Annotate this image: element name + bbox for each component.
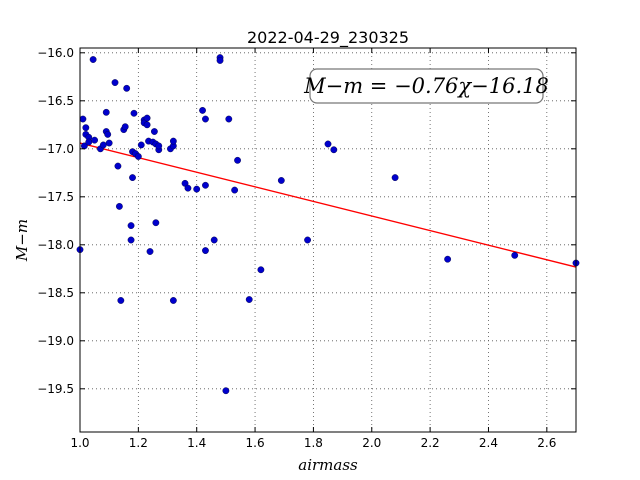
plot-frame [79, 47, 577, 433]
x-tick-label: 2.4 [479, 436, 498, 450]
data-point [137, 141, 145, 149]
data-point [143, 121, 151, 129]
data-point [391, 174, 399, 182]
data-point [105, 139, 113, 147]
data-point [127, 222, 135, 230]
y-tick-label: −19.0 [37, 334, 74, 348]
data-point [245, 296, 253, 303]
y-axis-label: M−m [13, 219, 31, 262]
data-point [114, 162, 122, 170]
data-point [257, 266, 265, 274]
data-point [444, 255, 452, 263]
data-point [202, 115, 209, 123]
data-point [216, 57, 224, 64]
x-tick-label: 2.6 [537, 436, 556, 450]
data-point [202, 247, 209, 254]
data-point [123, 84, 131, 92]
data-point [79, 115, 87, 123]
data-point [102, 108, 110, 116]
y-tick-label: −18.0 [37, 238, 74, 252]
y-tick-label: −16.5 [37, 94, 74, 108]
x-axis-label: airmass [298, 456, 358, 474]
data-point [143, 114, 151, 122]
annotation-box [309, 68, 544, 104]
data-point [193, 185, 201, 193]
data-point [150, 128, 158, 135]
data-point [129, 174, 136, 182]
fit-line-group [79, 142, 577, 268]
x-tick-label: 1.8 [304, 436, 323, 450]
data-point [202, 181, 209, 189]
data-point [146, 248, 154, 255]
data-point [304, 236, 311, 244]
data-point [91, 136, 98, 144]
y-tick-label: −17.0 [37, 142, 74, 156]
data-point [169, 137, 177, 145]
annotation-text: M−m = −0.76χ−16.18 [303, 74, 549, 98]
data-point [104, 130, 112, 138]
chart-title: 2022-04-29_230325 [247, 28, 409, 48]
data-point [225, 115, 233, 123]
y-tick-label: −19.5 [37, 382, 74, 396]
data-point [130, 109, 138, 117]
data-point [210, 236, 218, 244]
x-tick-label: 1.0 [70, 436, 89, 450]
x-tick-label: 2.2 [421, 436, 440, 450]
data-point [111, 79, 119, 86]
data-point [199, 107, 206, 114]
fit-line [79, 142, 577, 268]
data-point [117, 297, 125, 304]
data-point [127, 236, 135, 244]
data-point [234, 156, 241, 164]
data-point [169, 297, 177, 304]
data-points [76, 54, 580, 395]
data-point [330, 146, 338, 154]
data-point [155, 142, 163, 150]
plot-area [80, 48, 576, 432]
data-point [134, 153, 142, 160]
y-tick-label: −16.0 [37, 46, 74, 60]
data-point [222, 387, 230, 395]
data-point [85, 138, 93, 146]
y-tick-label: −17.5 [37, 190, 74, 204]
data-point [231, 186, 239, 194]
data-point [277, 177, 285, 184]
axis-ticks: 1.0 1.2 1.4 1.6 1.8 2.0 2.2 2.4 2.6 −16.0 −16.5 −17… [37, 46, 576, 450]
data-point [99, 141, 107, 149]
data-point [115, 202, 123, 210]
data-point [324, 140, 332, 148]
data-point [184, 184, 192, 192]
data-point [152, 219, 160, 227]
data-point [82, 124, 90, 132]
data-point [511, 251, 519, 259]
data-point [89, 56, 97, 63]
x-tick-label: 1.2 [129, 436, 148, 450]
x-tick-label: 2.0 [362, 436, 381, 450]
x-tick-label: 1.6 [246, 436, 265, 450]
x-tick-label: 1.4 [187, 436, 206, 450]
fit-annotation: M−m = −0.76χ−16.18 [303, 68, 549, 104]
y-tick-label: −18.5 [37, 286, 74, 300]
data-point [121, 123, 129, 131]
